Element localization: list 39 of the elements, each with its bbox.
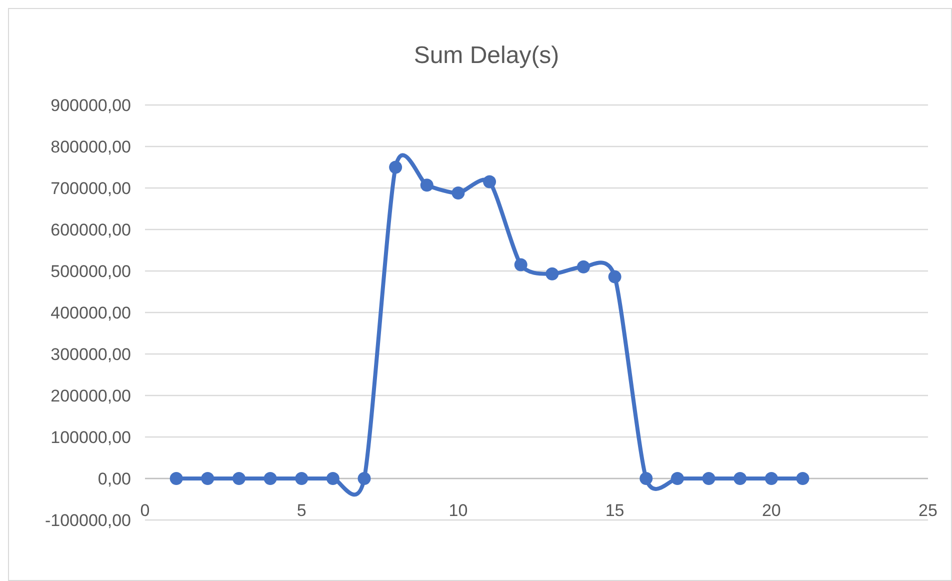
point bbox=[483, 175, 496, 188]
y-tick-label: 300000,00 bbox=[50, 345, 131, 364]
point bbox=[295, 472, 308, 485]
y-tick-label: 900000,00 bbox=[50, 96, 131, 115]
x-tick-label: 0 bbox=[140, 501, 150, 520]
y-tick-label: 700000,00 bbox=[50, 179, 131, 198]
point bbox=[201, 472, 214, 485]
y-tick-label: 600000,00 bbox=[50, 220, 131, 240]
point bbox=[734, 472, 747, 485]
point bbox=[452, 186, 465, 200]
x-tick-label: 10 bbox=[448, 501, 468, 520]
x-tick-label: 5 bbox=[296, 501, 306, 520]
point bbox=[170, 472, 183, 485]
point bbox=[608, 270, 622, 284]
y-tick-label: 500000,00 bbox=[50, 262, 131, 281]
point bbox=[576, 260, 590, 274]
point bbox=[670, 472, 684, 485]
y-tick-label: 100000,00 bbox=[50, 428, 131, 447]
point bbox=[640, 472, 653, 485]
point bbox=[264, 472, 277, 485]
point bbox=[358, 472, 371, 485]
point bbox=[326, 472, 340, 485]
point bbox=[420, 178, 434, 192]
y-tick-label: 400000,00 bbox=[50, 304, 131, 322]
y-tick-label: -100000,00 bbox=[44, 511, 131, 530]
point bbox=[796, 472, 810, 485]
x-tick-label: 25 bbox=[918, 501, 938, 520]
chart-title: Sum Delay(s) bbox=[414, 42, 560, 69]
y-tick-label: 0,00 bbox=[98, 470, 131, 488]
y-tick-label: 200000,00 bbox=[50, 386, 131, 406]
point bbox=[232, 472, 246, 485]
x-tick-label: 15 bbox=[605, 501, 624, 520]
y-tick-label: 800000,00 bbox=[50, 138, 131, 156]
point bbox=[764, 472, 778, 485]
point bbox=[702, 472, 716, 485]
x-tick-label: 20 bbox=[762, 501, 781, 520]
point bbox=[514, 258, 528, 272]
point bbox=[389, 160, 402, 174]
point bbox=[546, 267, 559, 280]
